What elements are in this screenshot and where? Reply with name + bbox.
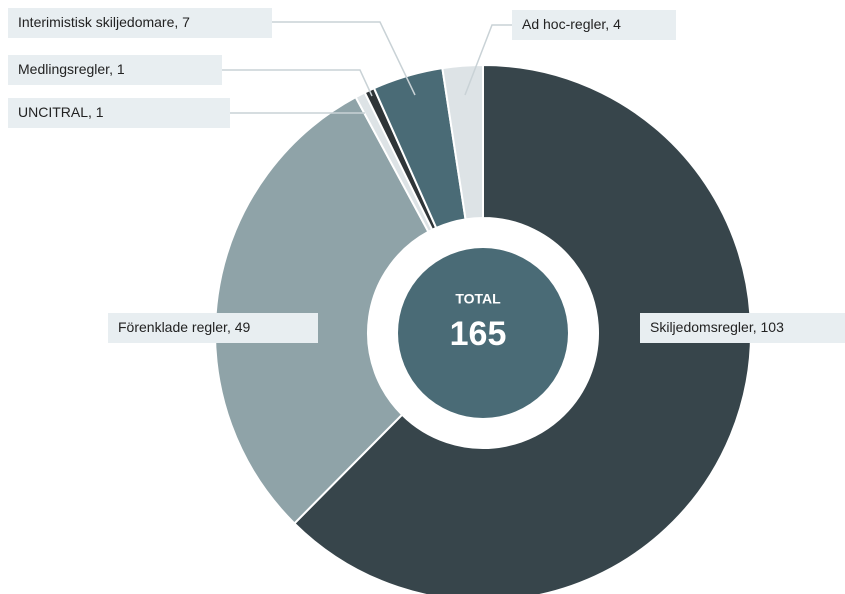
slice-name: Förenklade regler bbox=[118, 319, 228, 335]
slice-label: Ad hoc-regler, 4 bbox=[522, 16, 621, 32]
label-box bbox=[8, 55, 222, 85]
slice-name: Interimistisk skiljedomare bbox=[18, 14, 175, 30]
slice bbox=[214, 95, 430, 525]
separator: , bbox=[753, 319, 761, 335]
slice-label: Medlingsregler, 1 bbox=[18, 61, 125, 77]
slice-value: 4 bbox=[613, 16, 621, 32]
separator: , bbox=[109, 61, 117, 77]
leader-line bbox=[272, 21, 416, 96]
label-box bbox=[512, 10, 676, 40]
slice-label: UNCITRAL, 1 bbox=[18, 104, 104, 120]
label-box bbox=[8, 8, 272, 38]
slice-value: 1 bbox=[117, 61, 125, 77]
leader-line bbox=[222, 69, 373, 97]
slice-value: 49 bbox=[235, 319, 251, 335]
slice bbox=[292, 63, 752, 594]
label-box bbox=[640, 313, 845, 343]
separator: , bbox=[605, 16, 613, 32]
slice-value: 103 bbox=[761, 319, 785, 335]
slice-name: Medlingsregler bbox=[18, 61, 110, 77]
slice-label: Interimistisk skiljedomare, 7 bbox=[18, 14, 190, 30]
slice-label: Skiljedomsregler, 103 bbox=[650, 319, 784, 335]
center-total: 165 bbox=[450, 315, 507, 353]
slice bbox=[441, 63, 484, 221]
leader-line bbox=[464, 24, 512, 96]
center-disc bbox=[398, 248, 568, 418]
separator: , bbox=[174, 14, 182, 30]
slice-label: Förenklade regler, 49 bbox=[118, 319, 251, 335]
label-box bbox=[8, 98, 230, 128]
slice-name: Skiljedomsregler bbox=[650, 319, 754, 335]
slice-value: 1 bbox=[96, 104, 104, 120]
slice-name: UNCITRAL bbox=[18, 104, 88, 120]
separator: , bbox=[88, 104, 96, 120]
label-box bbox=[108, 313, 318, 343]
slice-name: Ad hoc-regler bbox=[522, 16, 606, 32]
center-label: TOTAL bbox=[455, 291, 501, 307]
separator: , bbox=[227, 319, 235, 335]
slice-value: 7 bbox=[182, 14, 190, 30]
